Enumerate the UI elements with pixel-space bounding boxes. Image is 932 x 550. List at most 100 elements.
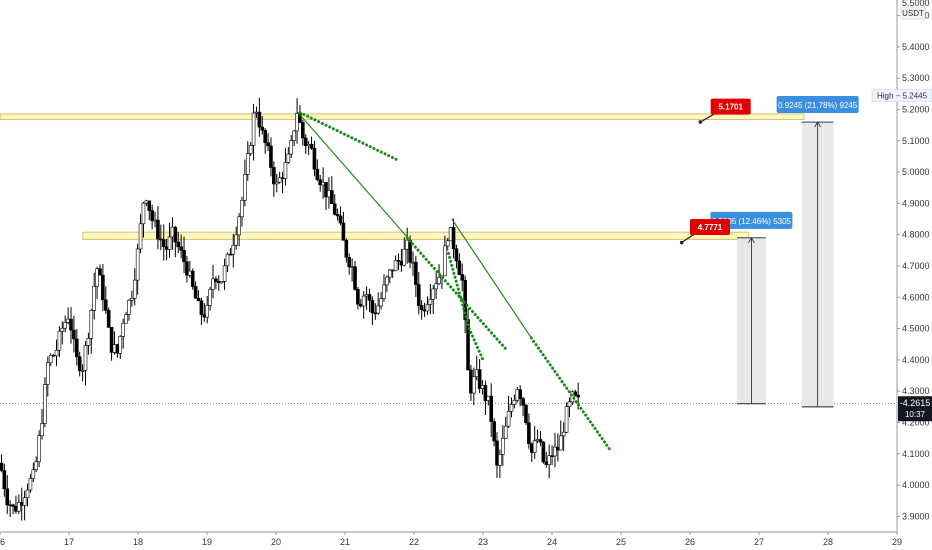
measure-label-box <box>710 211 793 229</box>
measures: 0.5305 (12.46%) 5305 0.9245 (21.78%) 9245 <box>710 96 859 408</box>
measure-label: 0.9245 (21.78%) 9245 <box>778 101 858 110</box>
candle-body <box>382 284 386 299</box>
candle-body <box>498 454 502 466</box>
candle-body <box>419 305 424 311</box>
y-tick-label: 5.2000 <box>902 105 930 115</box>
candle-body <box>17 501 21 512</box>
candle-body <box>477 369 482 389</box>
candle-body <box>573 391 578 396</box>
y-tick-label: 4.7000 <box>902 261 930 271</box>
candle-body <box>570 391 575 403</box>
callout-label: 4.7771 <box>698 223 723 232</box>
candle-body <box>532 440 537 453</box>
candle-body <box>524 404 528 423</box>
candle-body <box>208 289 212 306</box>
high-tag-label: High − 5.2445 <box>877 92 928 101</box>
candle-body <box>414 261 418 285</box>
candle-body <box>576 394 580 398</box>
candle-body <box>535 439 540 442</box>
callout-label: 5.1701 <box>718 103 743 112</box>
candle-body <box>28 478 33 491</box>
candle-body <box>567 401 572 407</box>
candle-body <box>411 261 415 264</box>
candle-body <box>341 222 346 241</box>
trendlines <box>296 110 613 453</box>
candle-body <box>63 322 68 329</box>
x-tick-label: 26 <box>685 537 695 547</box>
candle-body <box>98 268 102 276</box>
y-tick-label: 4.5000 <box>902 324 930 334</box>
candle-body <box>335 214 340 217</box>
candle-body <box>118 336 123 354</box>
callouts: 5.1701 4.7771 <box>679 98 751 245</box>
candle-body <box>245 153 250 175</box>
candle-body <box>211 278 215 290</box>
x-tick-label: 18 <box>133 537 143 547</box>
candle-body <box>101 274 105 301</box>
candle-body <box>283 162 288 179</box>
zones <box>0 113 805 240</box>
candle-body <box>144 200 149 204</box>
candle-body <box>425 304 430 312</box>
candle-body <box>234 234 238 246</box>
candle-body <box>72 329 76 340</box>
candle-body <box>443 245 447 277</box>
candle-body <box>445 240 450 247</box>
callout-box <box>710 98 751 115</box>
callout-box <box>690 219 730 236</box>
candle-body <box>182 250 186 263</box>
candle-body <box>219 281 224 284</box>
candle-body <box>150 210 154 222</box>
candle-body <box>167 236 172 250</box>
candle-body <box>112 344 117 353</box>
currency-box <box>900 6 926 20</box>
x-tick-label: 25 <box>616 537 626 547</box>
candle-body <box>240 199 244 218</box>
candle-body <box>57 330 62 351</box>
candle-body <box>292 130 296 141</box>
candle-body <box>544 461 549 465</box>
candle-body <box>434 283 438 290</box>
x-tick-label: 28 <box>823 537 833 547</box>
candle-body <box>274 181 279 185</box>
candle-body <box>202 314 207 318</box>
candle-body <box>199 300 204 315</box>
candle-body <box>347 257 352 268</box>
candle-body <box>153 219 157 222</box>
candle-body <box>263 129 267 143</box>
candle-body <box>393 260 398 272</box>
candle-body <box>161 239 166 248</box>
candle-body <box>332 203 337 215</box>
candle-body <box>147 200 152 211</box>
candle-body <box>222 265 227 282</box>
candle-body <box>216 281 221 284</box>
candle-body <box>173 226 178 243</box>
dotted-trendline <box>529 336 613 453</box>
candle-body <box>77 356 82 372</box>
measure-arrowhead <box>814 121 821 128</box>
candle-body <box>54 349 59 357</box>
candle-body <box>402 248 407 266</box>
candle-body <box>550 455 554 457</box>
candle-body <box>2 470 7 490</box>
candle-body <box>503 425 508 439</box>
candle-body <box>330 190 334 205</box>
high-tag-box <box>871 89 932 102</box>
candle-body <box>521 398 525 406</box>
candle-body <box>422 309 427 312</box>
dotted-trendline <box>298 111 399 162</box>
candle-body <box>457 260 462 275</box>
candle-body <box>472 376 476 394</box>
candle-body <box>480 385 485 389</box>
candle-body <box>0 462 4 471</box>
candles <box>0 97 580 521</box>
candle-body <box>106 309 111 328</box>
support-resistance-zone <box>82 231 750 240</box>
candle-body <box>512 399 517 405</box>
candle-body <box>14 505 18 512</box>
candle-body <box>48 355 53 363</box>
y-tick-label: 4.3000 <box>902 386 930 396</box>
candle-body <box>34 461 39 470</box>
